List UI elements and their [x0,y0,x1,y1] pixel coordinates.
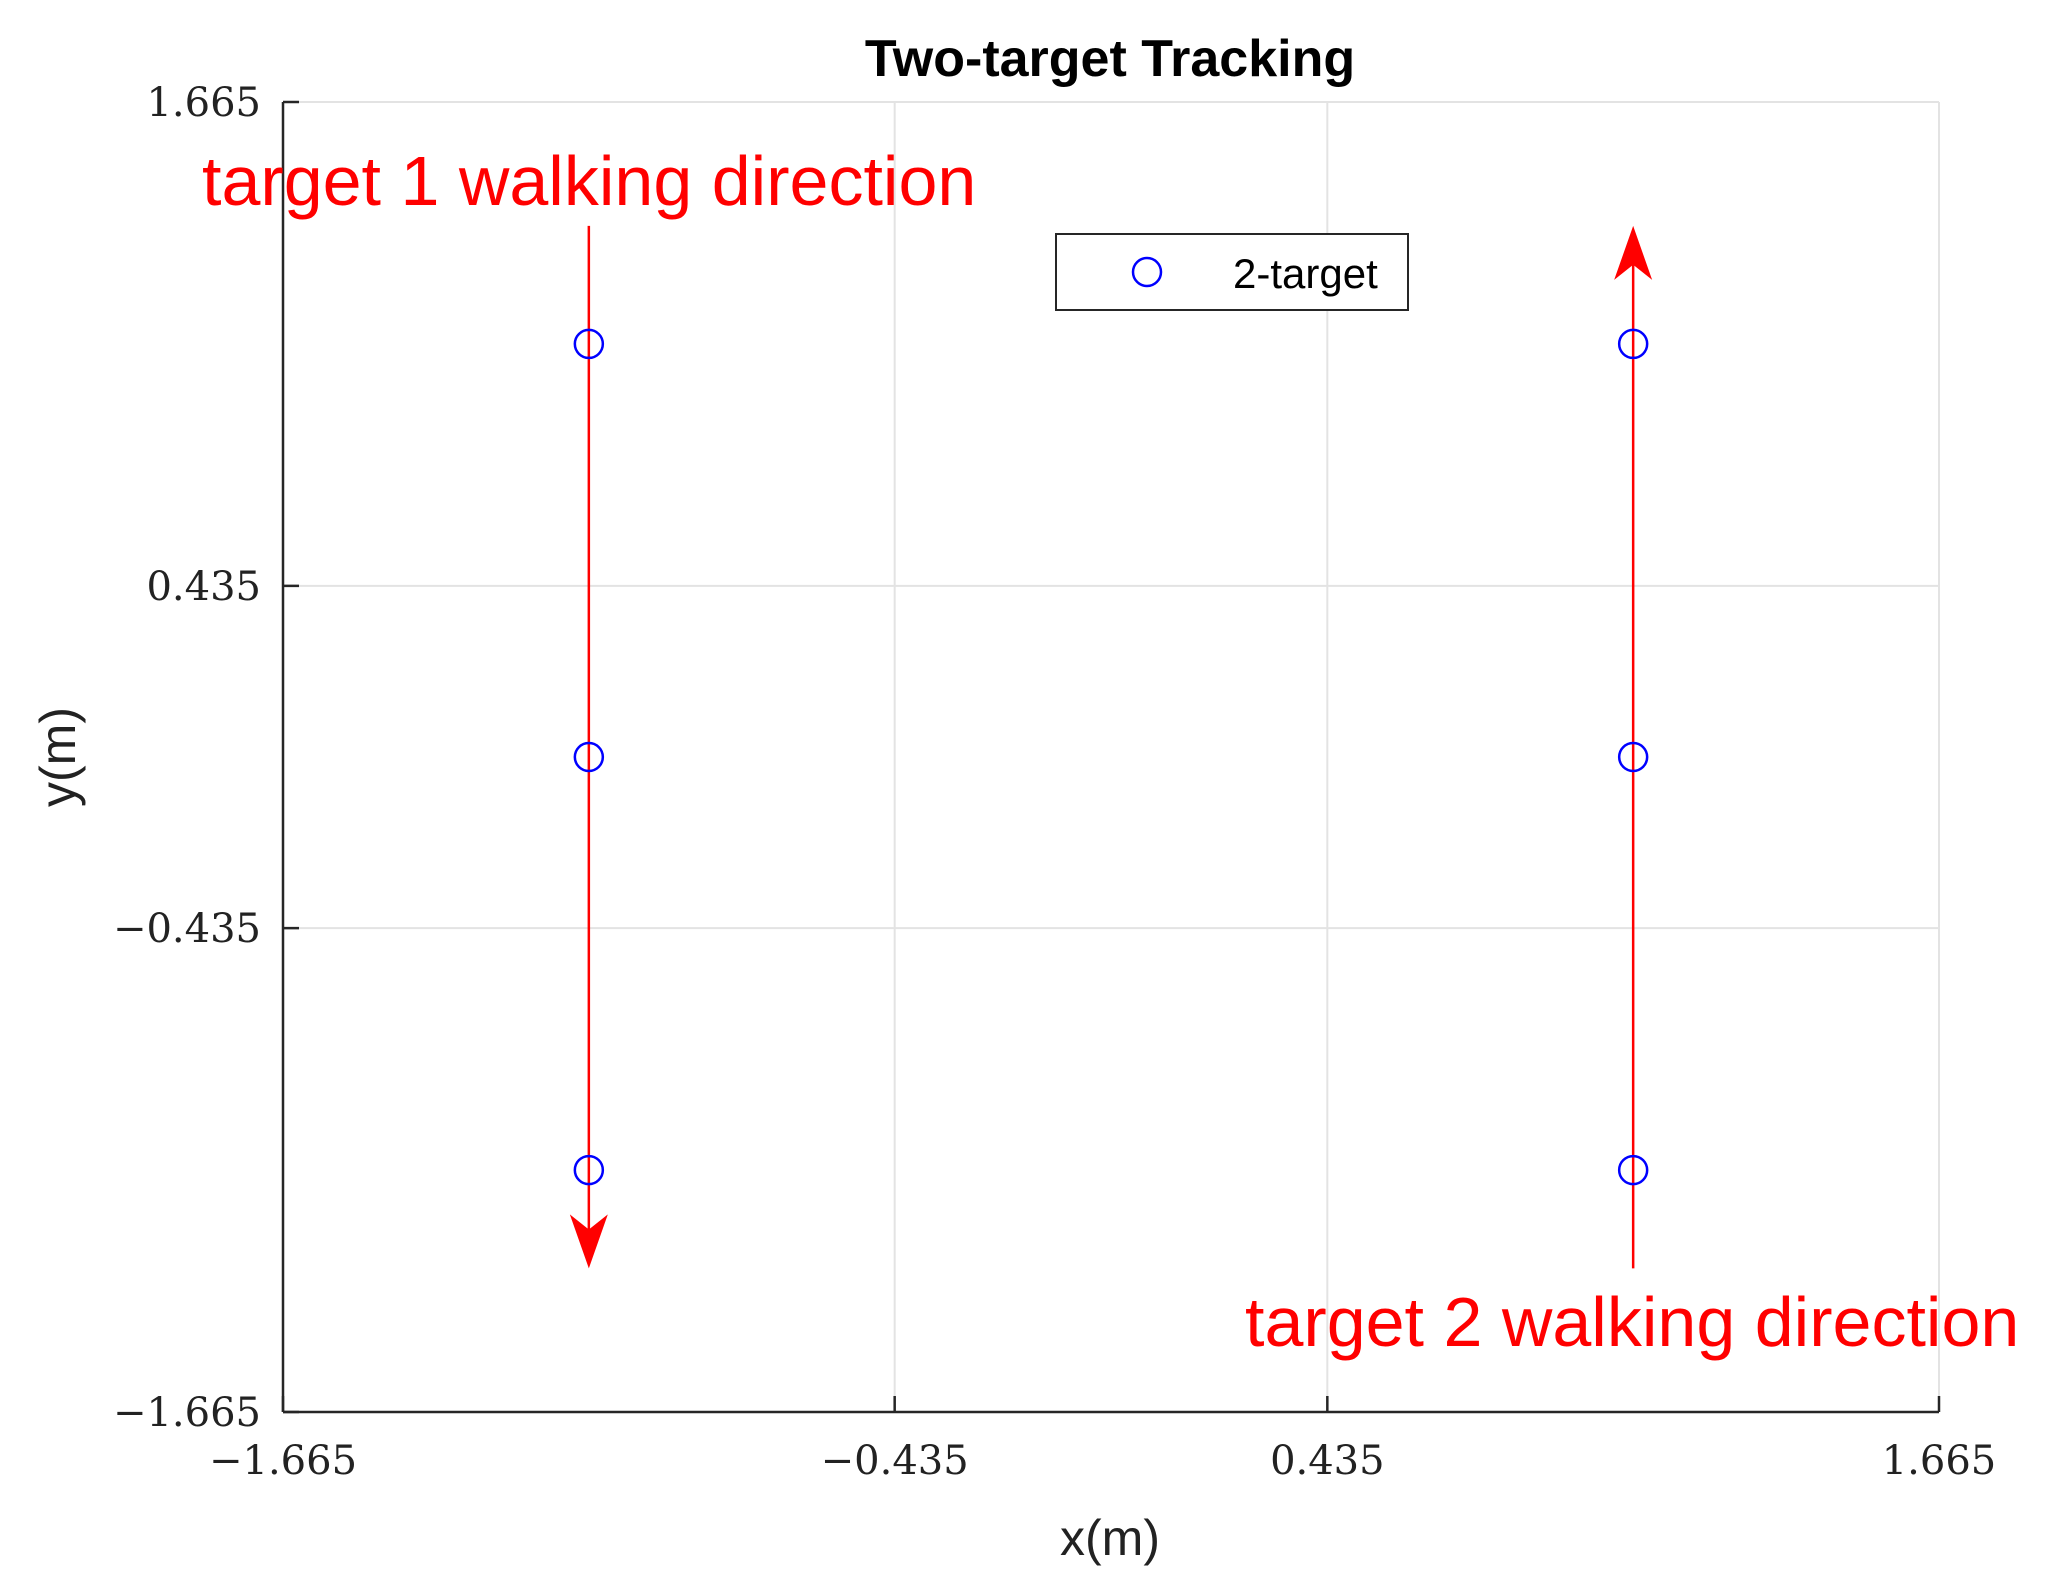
arrow-2-head [1614,225,1653,280]
data-point-4 [1617,328,1649,360]
data-point-1 [573,328,605,360]
x-tick-label: −1.665 [209,1438,357,1484]
axes [281,102,1939,1414]
x-tick-label: 1.665 [1882,1438,1997,1484]
x-tick-label: 0.435 [1270,1438,1385,1484]
y-tick-label: −1.665 [113,1390,261,1436]
data-points [573,328,1649,1186]
data-point-6 [1617,1154,1649,1186]
x-axis-label: x(m) [1060,1510,1160,1566]
y-tick-label: 0.435 [146,564,261,610]
data-point-5 [1617,741,1649,773]
legend-marker [1131,256,1163,288]
data-point-2 [573,741,605,773]
y-tick-label: −0.435 [113,906,261,952]
annotation-target-1: target 1 walking direction [202,142,976,220]
y-ticks: −1.665 −0.435 0.435 1.665 [113,80,299,1436]
chart-title: Two-target Tracking [865,30,1355,88]
data-point-3 [573,1154,605,1186]
x-tick-label: −0.435 [821,1438,969,1484]
arrow-1-head [569,1214,608,1269]
annotation-target-2: target 2 walking direction [1245,1283,2019,1361]
y-axis-label: y(m) [30,707,86,807]
annotations: target 1 walking direction target 2 walki… [202,142,2019,1361]
legend-label: 2-target [1233,250,1378,297]
legend: 2-target [1055,233,1409,311]
x-ticks: −1.665 −0.435 0.435 1.665 [209,1396,1996,1484]
y-tick-label: 1.665 [146,80,261,126]
legend-box [1055,233,1409,311]
